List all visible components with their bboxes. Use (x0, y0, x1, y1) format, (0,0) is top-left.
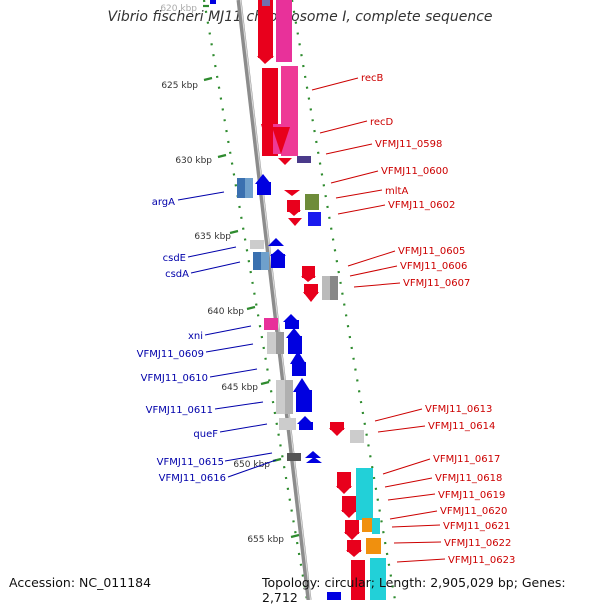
chromosome-backbone-highlight (239, 0, 312, 600)
gene-label-VFMJ11_0620[interactable]: VFMJ11_0620 (440, 506, 507, 517)
gene-label-VFMJ11_0616[interactable]: VFMJ11_0616 (159, 473, 226, 484)
gene-0615-block[interactable] (287, 451, 322, 463)
gene-label-recD[interactable]: recD (370, 117, 394, 128)
chromosome-backbone (236, 0, 312, 600)
gene-label-queF[interactable]: queF (193, 429, 218, 440)
gene-label-mltA[interactable]: mltA (385, 186, 408, 197)
tick-label-650: 650 kbp (233, 460, 270, 470)
gene-bottom-partial[interactable] (327, 592, 341, 600)
gene-label-VFMJ11_0614[interactable]: VFMJ11_0614 (428, 421, 495, 432)
gene-label-VFMJ11_0618[interactable]: VFMJ11_0618 (435, 473, 502, 484)
tick-label-635: 635 kbp (194, 232, 231, 242)
forward-leader-lines (311, 77, 446, 563)
gene-0611-block[interactable] (276, 378, 313, 430)
gene-label-VFMJ11_0610[interactable]: VFMJ11_0610 (141, 373, 208, 384)
gene-label-VFMJ11_0600[interactable]: VFMJ11_0600 (381, 166, 448, 177)
gene-label-argA[interactable]: argA (152, 197, 175, 208)
gene-label-csdE[interactable]: csdE (163, 253, 186, 264)
gene-0613-block[interactable] (329, 422, 364, 443)
gene-0605-block[interactable] (301, 266, 338, 302)
gene-label-VFMJ11_0609[interactable]: VFMJ11_0609 (137, 349, 204, 360)
gene-label-VFMJ11_0613[interactable]: VFMJ11_0613 (425, 404, 492, 415)
gene-label-VFMJ11_0619[interactable]: VFMJ11_0619 (438, 490, 505, 501)
gene-label-recB[interactable]: recB (361, 73, 384, 84)
tick-label-620: 620 kbp (160, 4, 197, 14)
accession-text: Accession: NC_011184 (9, 575, 152, 590)
gene-0617-block[interactable] (336, 468, 386, 600)
gene-label-VFMJ11_0615[interactable]: VFMJ11_0615 (157, 457, 224, 468)
gene-label-VFMJ11_0606[interactable]: VFMJ11_0606 (400, 261, 467, 272)
gene-label-csdA[interactable]: csdA (165, 269, 189, 280)
gene-label-VFMJ11_0607[interactable]: VFMJ11_0607 (403, 278, 470, 289)
gene-label-VFMJ11_0611[interactable]: VFMJ11_0611 (146, 405, 213, 416)
tick-label-645: 645 kbp (221, 383, 258, 393)
reverse-strand-labels: argA csdE csdA xni VFMJ11_0609 VFMJ11_06… (137, 197, 226, 484)
gene-label-xni[interactable]: xni (188, 331, 203, 342)
reverse-leader-lines (177, 191, 277, 478)
gene-xni-block[interactable] (264, 314, 306, 376)
tick-label-655: 655 kbp (247, 535, 284, 545)
gene-csd-block[interactable] (250, 238, 286, 270)
tick-label-630: 630 kbp (175, 156, 212, 166)
gene-label-VFMJ11_0622[interactable]: VFMJ11_0622 (444, 538, 511, 549)
gene-label-VFMJ11_0617[interactable]: VFMJ11_0617 (433, 454, 500, 465)
gene-label-VFMJ11_0598[interactable]: VFMJ11_0598 (375, 139, 442, 150)
gene-recB-block[interactable] (257, 0, 311, 165)
tick-label-640: 640 kbp (207, 307, 244, 317)
topology-text: Topology: circular; Length: 2,905,029 bp… (262, 575, 566, 605)
tick-label-625: 625 kbp (161, 81, 198, 91)
scale-tick-labels: 620 kbp 625 kbp 630 kbp 635 kbp 640 kbp … (160, 4, 284, 545)
gene-label-VFMJ11_0605[interactable]: VFMJ11_0605 (398, 246, 465, 257)
gene-label-VFMJ11_0621[interactable]: VFMJ11_0621 (443, 521, 510, 532)
gene-label-VFMJ11_0623[interactable]: VFMJ11_0623 (448, 555, 515, 566)
outer-dotted-ring (290, 0, 397, 600)
map-title: Vibrio fischeri MJ11 chromosome I, compl… (107, 9, 493, 25)
gene-mltA-block[interactable] (284, 190, 321, 226)
inner-dotted-ring (202, 0, 309, 600)
gene-top-partial[interactable] (210, 0, 270, 6)
gene-argA-block[interactable] (237, 174, 271, 198)
gene-label-VFMJ11_0602[interactable]: VFMJ11_0602 (388, 200, 455, 211)
forward-strand-labels: recB recD VFMJ11_0598 VFMJ11_0600 mltA V… (361, 73, 515, 566)
